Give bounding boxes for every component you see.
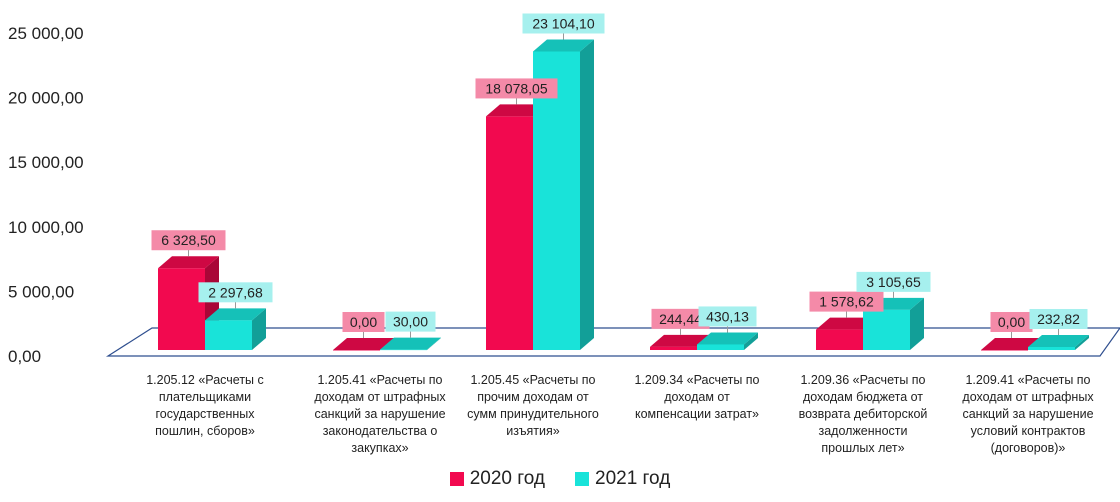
category-label: доходам от [664,390,730,404]
category-label: 1.209.36 «Расчеты по [800,373,925,387]
bar-side-s1-c2 [580,39,594,351]
category-label: задолженности [819,424,908,438]
data-label-s1-c0: 2 297,68 [208,284,263,300]
data-label-s1-c4: 3 105,65 [866,274,921,290]
data-label-bg [198,282,273,303]
category-label: прочим доходам от [477,390,589,404]
bar-s1-c1 [380,349,427,351]
bar-side-s1-c1 [427,337,441,350]
data-label-s0-c1: 0,00 [350,314,377,330]
data-label-s0-c0: 6 328,50 [161,232,216,248]
category-label: санкций за нарушение [962,407,1093,421]
category-label: 1.205.41 «Расчеты по [317,373,442,387]
category-label: доходам бюджета от [803,390,923,404]
data-label-s0-c2: 18 078,05 [485,80,547,96]
category-label: законодательства о [323,424,438,438]
y-tick-label: 15 000,00 [8,153,84,172]
bar-s1-c3 [697,344,744,350]
data-label-bg [698,306,757,327]
bar-s1-c4 [863,309,910,350]
bar-s0-c1 [333,350,380,351]
category-label: сумм принудительного [467,407,599,421]
y-tick-label: 0,00 [8,347,41,366]
data-label-s0-c3: 244,44 [659,311,702,327]
legend-label-2020: 2020 год [469,468,545,489]
category-label: плательщиками [159,390,251,404]
bar-s1-c0 [205,320,252,350]
bar-s0-c3 [650,346,697,350]
bar-side-s1-c5 [1075,334,1089,350]
bar-top-s1-c1 [380,337,441,350]
data-label-s1-c5: 232,82 [1037,311,1080,327]
bar-top-s1-c5 [1028,334,1089,347]
bar-s0-c5 [981,350,1028,351]
bar-s0-c0 [158,268,205,350]
category-label: 1.205.12 «Расчеты с [146,373,264,387]
bar-side-s1-c4 [910,297,924,350]
legend-label-2021: 2021 год [595,468,671,489]
category-label: прошлых лет» [821,441,904,455]
y-tick-label: 5 000,00 [8,282,74,301]
data-label-bg [522,13,605,34]
bar-s1-c2 [533,51,580,351]
data-label-bg [990,312,1033,332]
category-label: государственных [156,407,256,421]
bar-top-s1-c2 [533,39,594,52]
bar-s1-c5 [1028,346,1075,350]
category-label: (договоров)» [991,441,1066,455]
legend-item-2020: 2020 год [449,468,545,490]
category-label: 1.209.41 «Расчеты по [965,373,1090,387]
legend-swatch-2020 [449,472,464,486]
bar-top-s0-c1 [333,338,394,350]
legend-swatch-2021 [575,472,589,486]
category-label: пошлин, сборов» [155,424,255,438]
bar-side-s1-c0 [252,308,266,350]
category-label: 1.205.45 «Расчеты по [470,373,595,387]
legend: 2020 год 2021 год [0,468,1120,490]
bar-top-s0-c2 [486,104,547,117]
bar-side-s1-c3 [744,332,758,350]
category-label: компенсации затрат» [635,407,759,421]
data-label-bg [385,311,436,332]
category-label: доходам от штрафных [962,390,1094,404]
data-label-bg [342,312,385,332]
data-label-s1-c1: 30,00 [393,314,428,330]
bar-s0-c2 [486,116,533,350]
y-tick-label: 20 000,00 [8,89,84,108]
data-label-bg [1029,308,1088,329]
bar-top-s0-c4 [816,317,877,330]
bar-top-s0-c5 [981,338,1042,350]
bar-top-s1-c3 [697,332,758,345]
category-label: условий контрактов [971,424,1086,438]
data-label-s1-c3: 430,13 [706,308,749,324]
data-label-s1-c2: 23 104,10 [532,15,594,31]
y-tick-label: 25 000,00 [8,24,84,43]
category-label: возврата дебиторской [799,407,928,421]
data-label-bg [809,291,884,312]
category-label: 1.209.34 «Расчеты по [634,373,759,387]
bar-s0-c4 [816,329,863,350]
category-label: доходам от штрафных [314,390,446,404]
bar-top-s0-c0 [158,256,219,269]
category-label: санкций за нарушение [314,407,445,421]
data-label-s0-c5: 0,00 [998,314,1025,330]
y-tick-label: 10 000,00 [8,218,84,237]
data-label-bg [151,230,226,251]
data-label-bg [475,78,558,99]
bar-top-s1-c0 [205,308,266,321]
data-label-s0-c4: 1 578,62 [819,294,874,310]
category-label: изъятия» [506,424,559,438]
bar-top-s0-c3 [650,334,711,347]
data-label-bg [651,308,710,329]
legend-item-2021: 2021 год [575,468,670,490]
category-label: закупках» [351,441,408,455]
data-label-bg [856,271,931,292]
